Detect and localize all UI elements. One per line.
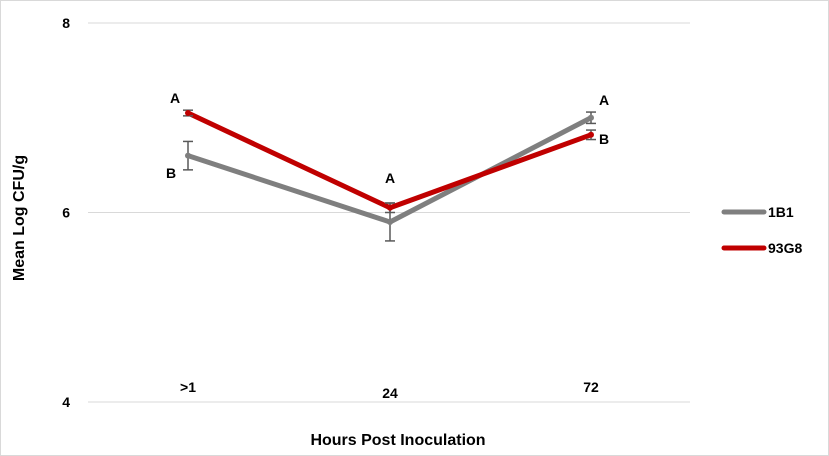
y-tick-labels: 4 6 8 <box>62 15 70 410</box>
data-point <box>185 152 191 159</box>
y-tick-label: 4 <box>62 394 70 410</box>
significance-letter: A <box>170 90 180 106</box>
significance-letter: A <box>385 170 395 186</box>
series-93G8 <box>183 109 596 214</box>
data-point <box>387 218 393 225</box>
x-tick-labels: >1 24 72 <box>180 379 599 401</box>
x-tick-label: >1 <box>180 379 196 395</box>
data-point <box>588 131 594 138</box>
x-tick-label: 24 <box>382 385 398 401</box>
x-tick-label: 72 <box>583 379 599 395</box>
data-point <box>588 114 594 121</box>
series-line <box>185 110 594 211</box>
data-point <box>185 110 191 117</box>
significance-letter: B <box>599 131 609 147</box>
series-lines <box>183 109 596 242</box>
significance-letters: B A A A B <box>166 90 609 186</box>
legend: 1B1 93G8 <box>721 204 802 256</box>
x-axis-title: Hours Post Inoculation <box>310 432 485 449</box>
data-point <box>387 204 393 211</box>
legend-label: 1B1 <box>768 204 794 220</box>
significance-letter: A <box>599 92 609 108</box>
legend-label: 93G8 <box>768 240 802 256</box>
y-axis-title: Mean Log CFU/g <box>11 155 28 281</box>
y-tick-label: 8 <box>62 15 70 31</box>
significance-letter: B <box>166 165 176 181</box>
y-tick-label: 6 <box>62 205 70 221</box>
